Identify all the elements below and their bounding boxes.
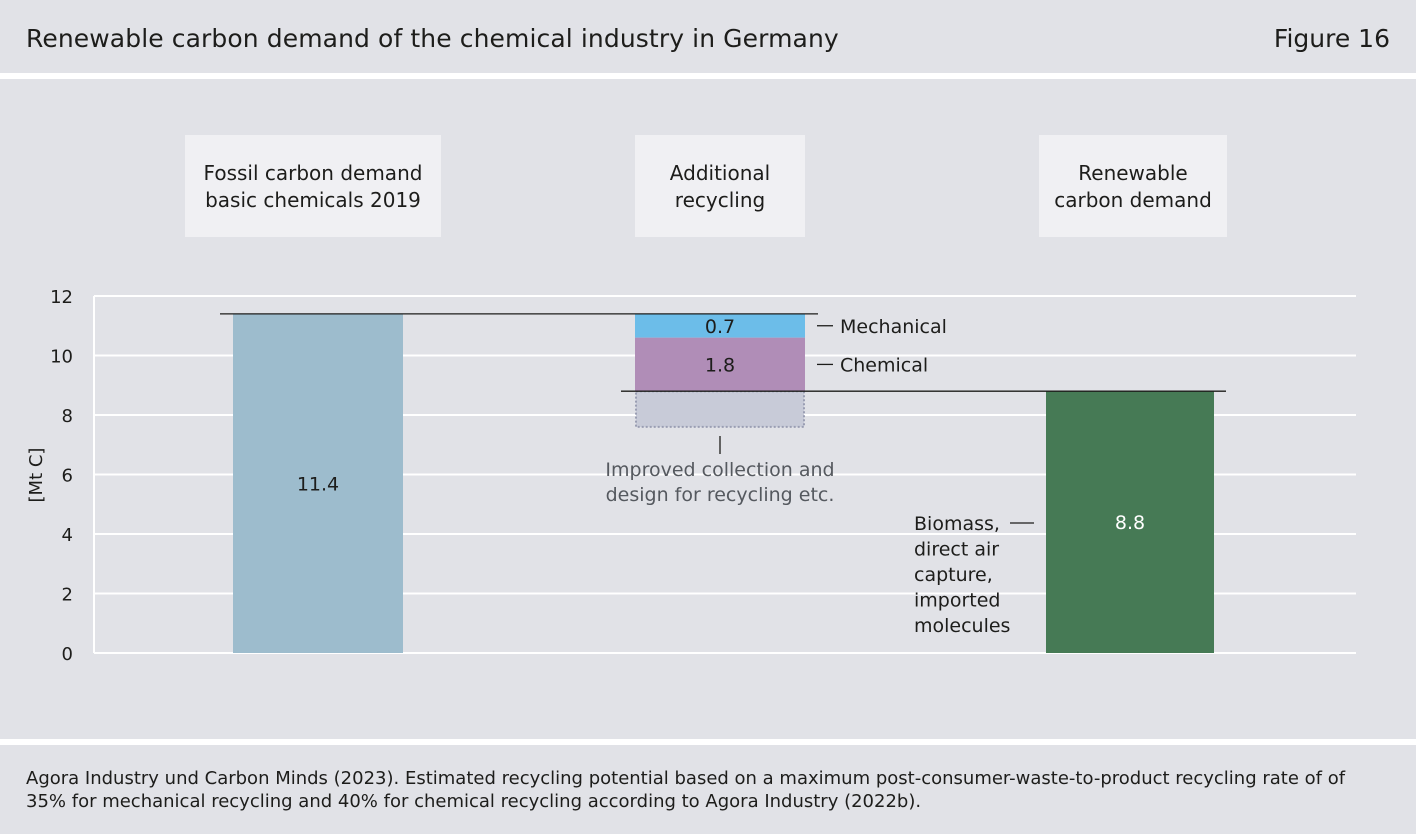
y-tick-label: 0 [62, 644, 73, 665]
chart-title: Renewable carbon demand of the chemical … [26, 24, 839, 53]
category-header-box [635, 135, 805, 237]
renewable-sources-note: molecules [914, 615, 1010, 637]
figure-label: Figure 16 [1273, 24, 1390, 53]
category-label: recycling [675, 188, 765, 212]
y-tick-label: 12 [50, 287, 73, 308]
chart-area: Fossil carbon demand basic chemicals 2019… [0, 79, 1416, 739]
category-label: Fossil carbon demand [204, 161, 423, 185]
segment-label-mechanical: Mechanical [840, 316, 947, 338]
improved-collection-note: Improved collection and [605, 459, 834, 481]
bar-mechanical [635, 313, 805, 338]
y-tick-label: 4 [62, 525, 73, 546]
renewable-sources-note: capture, [914, 564, 993, 586]
category-label: basic chemicals 2019 [205, 188, 421, 212]
category-label: Renewable [1078, 161, 1187, 185]
improved-collection-note: design for recycling etc. [606, 484, 835, 506]
bar-fossil [233, 313, 403, 653]
y-tick-label: 6 [62, 466, 73, 487]
footer: Agora Industry und Carbon Minds (2023). … [0, 745, 1416, 834]
bar-value-label: 0.7 [705, 316, 735, 338]
y-tick-label: 8 [62, 406, 73, 427]
y-tick-label: 10 [50, 347, 73, 368]
chart-svg: Fossil carbon demand basic chemicals 2019… [26, 135, 1356, 665]
category-header-box [185, 135, 441, 237]
bar-renewable [1046, 391, 1214, 653]
category-label: Additional [670, 161, 770, 185]
renewable-sources-note: imported [914, 590, 1000, 612]
renewable-sources-note: Biomass, [914, 513, 1000, 535]
y-axis-label: [Mt C] [26, 448, 47, 503]
category-label: carbon demand [1054, 188, 1212, 212]
bar-value-label: 8.8 [1115, 512, 1145, 534]
renewable-sources-note: direct air [914, 539, 999, 561]
header: Renewable carbon demand of the chemical … [0, 0, 1416, 73]
bar-chemical [635, 337, 805, 392]
dashed-potential-bar [635, 390, 805, 428]
bar-value-label: 1.8 [705, 354, 735, 376]
bar-value-label: 11.4 [297, 473, 339, 495]
y-tick-label: 2 [62, 585, 73, 606]
category-header-box [1039, 135, 1227, 237]
segment-label-chemical: Chemical [840, 354, 928, 376]
source-note: Agora Industry und Carbon Minds (2023). … [26, 768, 1346, 812]
